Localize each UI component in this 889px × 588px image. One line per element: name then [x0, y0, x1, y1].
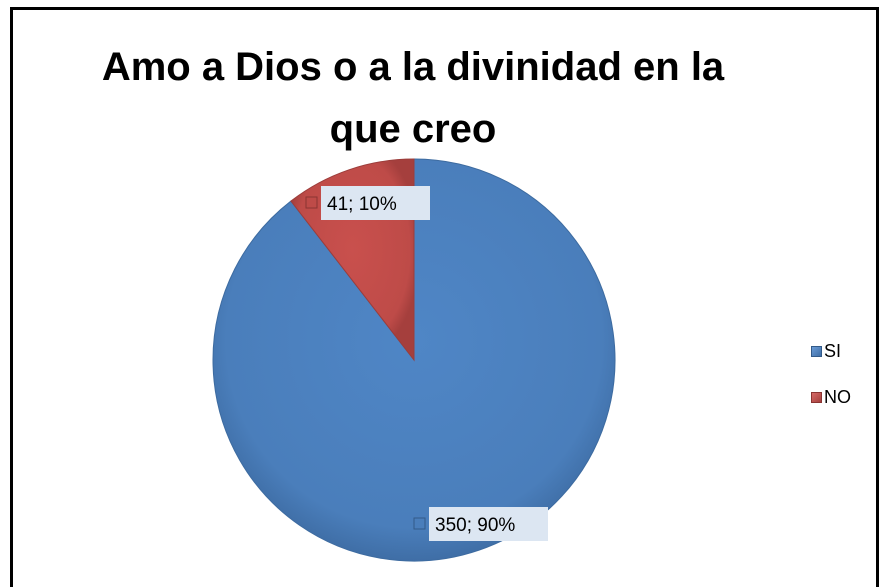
data-label-text: 350; 90%: [435, 515, 515, 536]
legend-swatch-no: [811, 392, 822, 403]
data-label-swatch: [305, 196, 318, 209]
chart-title: Amo a Dios o a la divinidad en la que cr…: [13, 36, 813, 160]
legend-item-si: SI: [811, 340, 851, 363]
legend-label-si: SI: [824, 341, 842, 361]
data-label-no: 41; 10%: [305, 186, 430, 220]
chart-title-line-1: Amo a Dios o a la divinidad en la: [101, 45, 725, 89]
data-label-swatch: [413, 517, 426, 530]
data-label-box: [429, 507, 548, 541]
data-label-text: 41; 10%: [327, 194, 397, 215]
data-label-box: [321, 186, 430, 220]
legend-swatch-si: [811, 346, 822, 357]
pie-data-labels: 350; 90% 41; 10%: [305, 186, 548, 541]
chart-title-line-2: que creo: [329, 107, 497, 151]
legend-item-no: NO: [811, 386, 851, 409]
pie-chart: 350; 90% 41; 10%: [212, 158, 616, 562]
chart-frame: Amo a Dios o a la divinidad en la que cr…: [10, 7, 879, 587]
legend-label-no: NO: [824, 387, 851, 407]
data-label-si: 350; 90%: [413, 507, 548, 541]
chart-legend: SI NO: [811, 340, 851, 432]
